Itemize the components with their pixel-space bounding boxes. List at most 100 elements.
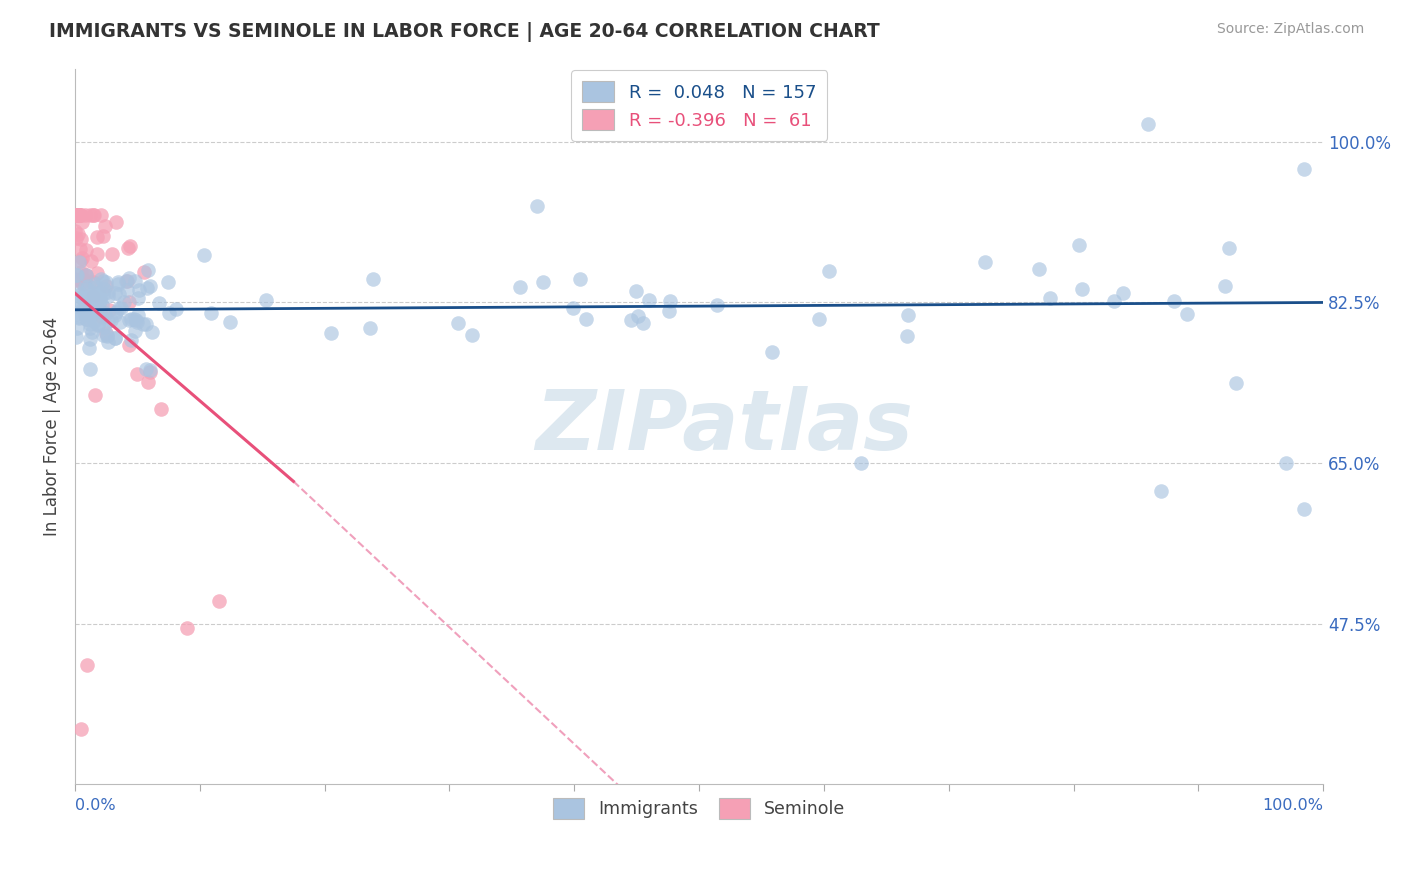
Point	[817, 264, 839, 278]
Point	[136, 280, 159, 294]
Point	[509, 280, 531, 294]
Text: Source: ZipAtlas.com: Source: ZipAtlas.com	[1216, 22, 1364, 37]
Point	[115, 274, 138, 288]
Point	[128, 283, 150, 297]
Point	[118, 294, 141, 309]
Point	[124, 274, 146, 288]
Point	[775, 117, 797, 131]
Point	[361, 271, 384, 285]
Point	[69, 208, 91, 222]
Point	[73, 280, 96, 294]
Point	[76, 303, 98, 318]
Point	[98, 303, 121, 318]
Point	[86, 285, 108, 300]
Point	[115, 283, 138, 297]
Point	[136, 263, 159, 277]
Point	[108, 287, 131, 301]
Point	[531, 275, 554, 289]
Point	[1039, 291, 1062, 305]
Text: IMMIGRANTS VS SEMINOLE IN LABOR FORCE | AGE 20-64 CORRELATION CHART: IMMIGRANTS VS SEMINOLE IN LABOR FORCE | …	[49, 22, 880, 42]
Point	[77, 341, 100, 355]
Point	[569, 272, 592, 286]
Point	[90, 272, 112, 286]
Point	[66, 208, 89, 222]
Point	[94, 219, 117, 234]
Point	[108, 301, 131, 316]
Point	[1294, 501, 1316, 516]
Point	[83, 314, 105, 328]
Point	[73, 292, 96, 306]
Point	[97, 314, 120, 328]
Point	[86, 247, 108, 261]
Point	[79, 318, 101, 332]
Point	[65, 273, 87, 287]
Point	[633, 316, 655, 330]
Point	[619, 313, 641, 327]
Point	[65, 280, 87, 294]
Point	[83, 295, 105, 310]
Point	[104, 331, 127, 345]
Point	[122, 312, 145, 326]
Point	[76, 307, 98, 321]
Point	[658, 304, 681, 318]
Point	[461, 327, 484, 342]
Point	[79, 332, 101, 346]
Point	[110, 301, 132, 315]
Point	[157, 306, 180, 320]
Point	[96, 329, 118, 343]
Point	[254, 293, 277, 308]
Point	[82, 288, 104, 302]
Point	[107, 276, 129, 290]
Point	[105, 305, 128, 319]
Point	[77, 279, 100, 293]
Point	[974, 255, 997, 269]
Point	[73, 268, 96, 282]
Point	[84, 388, 107, 402]
Text: 0.0%: 0.0%	[75, 797, 115, 813]
Point	[94, 307, 117, 321]
Point	[93, 282, 115, 296]
Text: ZIPatlas: ZIPatlas	[536, 386, 912, 467]
Point	[79, 208, 101, 222]
Point	[67, 254, 90, 268]
Point	[124, 324, 146, 338]
Point	[87, 318, 110, 332]
Point	[1137, 117, 1160, 131]
Point	[76, 282, 98, 296]
Point	[65, 307, 87, 321]
Y-axis label: In Labor Force | Age 20-64: In Labor Force | Age 20-64	[44, 317, 60, 536]
Point	[120, 239, 142, 253]
Point	[65, 224, 87, 238]
Point	[66, 321, 89, 335]
Point	[65, 293, 87, 308]
Point	[67, 310, 90, 324]
Point	[114, 274, 136, 288]
Point	[200, 306, 222, 320]
Point	[104, 331, 127, 345]
Point	[896, 329, 918, 343]
Point	[67, 208, 90, 222]
Point	[124, 313, 146, 327]
Point	[75, 268, 97, 282]
Point	[67, 208, 90, 222]
Point	[87, 285, 110, 300]
Point	[72, 215, 94, 229]
Point	[761, 345, 783, 359]
Point	[638, 293, 661, 307]
Point	[91, 229, 114, 244]
Point	[138, 375, 160, 389]
Point	[897, 308, 920, 322]
Point	[82, 276, 104, 290]
Point	[526, 199, 548, 213]
Point	[82, 307, 104, 321]
Point	[125, 367, 148, 381]
Point	[75, 312, 97, 326]
Point	[139, 363, 162, 377]
Point	[1067, 238, 1090, 252]
Point	[83, 208, 105, 222]
Point	[69, 254, 91, 268]
Point	[67, 208, 90, 222]
Point	[72, 301, 94, 316]
Point	[89, 294, 111, 309]
Point	[447, 316, 470, 330]
